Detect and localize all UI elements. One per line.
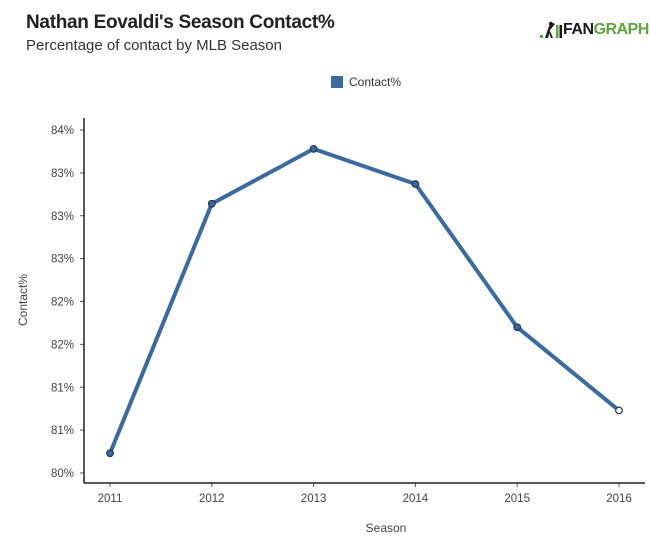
x-tick-label: 2014	[403, 493, 429, 505]
y-tick-label: 82%	[51, 339, 74, 351]
y-tick-label: 84%	[51, 125, 74, 137]
batter-icon	[540, 21, 562, 38]
y-tick-label: 83%	[51, 168, 74, 180]
x-axis-title: Season	[366, 521, 407, 535]
x-axis-ticks: 2011 2012 2013 2014 2015 2016	[98, 483, 632, 505]
x-tick-label: 2016	[606, 493, 632, 505]
legend-swatch	[331, 76, 343, 88]
data-point-2015[interactable]	[513, 323, 522, 332]
data-point-2012[interactable]	[207, 199, 216, 208]
y-tick-label: 81%	[51, 382, 74, 394]
logo-text-graph: GRAPH	[593, 21, 650, 38]
data-point-2013[interactable]	[309, 144, 318, 153]
y-tick-label: 83%	[51, 254, 74, 266]
y-tick-label: 83%	[51, 211, 74, 223]
fangraphs-logo: FAN GRAPH	[540, 20, 649, 40]
x-tick-label: 2013	[301, 493, 327, 505]
chart-title: Nathan Eovaldi's Season Contact%	[26, 12, 335, 33]
chart-subtitle: Percentage of contact by MLB Season	[26, 37, 282, 54]
legend-label: Contact%	[349, 75, 402, 89]
logo-text-fan: FAN	[563, 21, 594, 38]
data-point-2014[interactable]	[411, 180, 420, 188]
y-axis-ticks: 80% 81% 81% 82% 82% 83% 83% 83% 84%	[51, 125, 84, 480]
y-axis-title: Contact%	[16, 274, 30, 326]
data-point-2016[interactable]	[615, 406, 623, 415]
x-tick-label: 2011	[98, 493, 123, 505]
data-point-2011[interactable]	[106, 449, 114, 458]
series-layer	[106, 144, 623, 458]
y-tick-label: 81%	[51, 425, 74, 437]
legend: Contact%	[331, 75, 401, 89]
y-tick-label: 80%	[51, 468, 74, 480]
series-line-contact	[108, 146, 621, 456]
y-tick-label: 82%	[51, 297, 74, 309]
x-tick-label: 2015	[504, 493, 530, 505]
x-tick-label: 2012	[199, 493, 225, 505]
